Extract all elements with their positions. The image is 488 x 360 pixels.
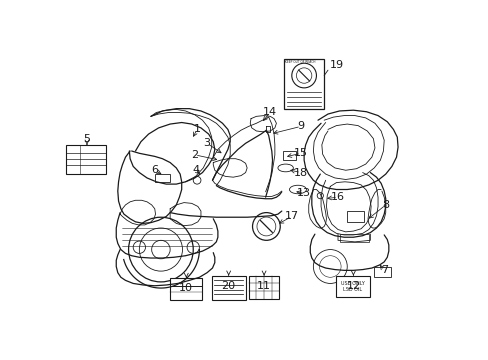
Text: USE ONLY: USE ONLY (340, 281, 364, 286)
Text: 5: 5 (83, 134, 90, 144)
FancyBboxPatch shape (154, 174, 170, 182)
Text: 14: 14 (263, 108, 277, 117)
Text: 1: 1 (193, 125, 200, 134)
Text: 15: 15 (293, 148, 307, 158)
Text: 7: 7 (380, 265, 387, 275)
FancyBboxPatch shape (373, 266, 390, 277)
Text: 19: 19 (329, 60, 344, 70)
FancyBboxPatch shape (66, 145, 106, 174)
FancyBboxPatch shape (170, 278, 202, 300)
Text: 18: 18 (293, 167, 307, 177)
Text: 16: 16 (330, 192, 345, 202)
Text: 17: 17 (284, 211, 298, 221)
Text: LSD OIL: LSD OIL (343, 287, 362, 292)
Text: 3: 3 (203, 138, 210, 148)
Text: 11: 11 (257, 281, 270, 291)
Text: 9: 9 (297, 121, 304, 131)
FancyBboxPatch shape (282, 151, 296, 160)
FancyBboxPatch shape (346, 211, 364, 222)
Text: 6: 6 (151, 165, 158, 175)
Text: 8: 8 (382, 200, 388, 210)
Text: 13: 13 (297, 188, 310, 198)
FancyBboxPatch shape (284, 59, 324, 109)
Text: KEEP OUT OF REACH: KEEP OUT OF REACH (285, 60, 315, 64)
FancyBboxPatch shape (339, 234, 368, 242)
Text: 4: 4 (192, 165, 199, 175)
Text: 20: 20 (221, 281, 235, 291)
Text: 12: 12 (346, 281, 360, 291)
FancyBboxPatch shape (211, 276, 245, 300)
FancyBboxPatch shape (335, 276, 369, 297)
Text: 2: 2 (191, 150, 198, 160)
FancyBboxPatch shape (248, 276, 279, 299)
Text: 10: 10 (179, 283, 193, 293)
